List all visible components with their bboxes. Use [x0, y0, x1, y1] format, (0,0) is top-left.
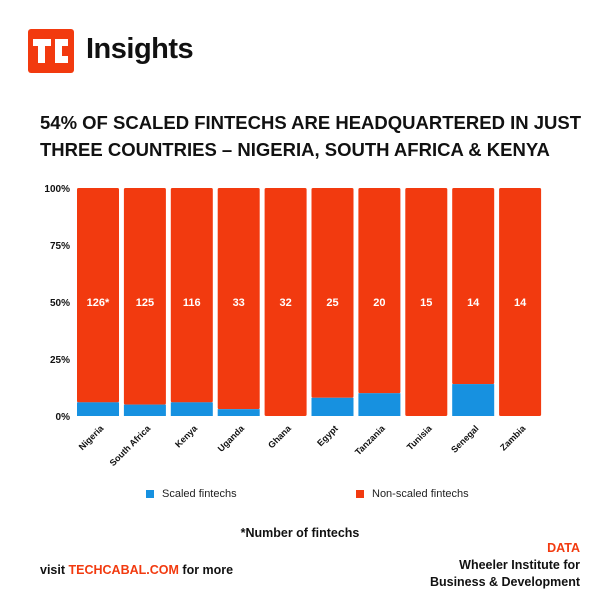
bar-non-scaled [217, 188, 260, 410]
x-tick-label: Egypt [315, 423, 340, 448]
x-tick-label: Uganda [216, 423, 247, 454]
x-tick-label: Senegal [449, 423, 480, 454]
bar-data-label: 14 [514, 297, 527, 309]
x-tick-label: Nigeria [77, 423, 106, 452]
chart-title-line-1: 54% of scaled fintechs are headquartered… [40, 112, 582, 133]
bar-data-label: 126* [87, 297, 110, 309]
y-tick-label: 75% [50, 241, 70, 252]
y-tick-label: 25% [50, 355, 70, 366]
chart-title: 54% of scaled fintechs are headquartered… [40, 109, 582, 163]
legend-non-scaled: Non-scaled fintechs [356, 488, 469, 500]
y-tick-label: 100% [44, 184, 70, 195]
bar-scaled [217, 409, 260, 416]
bar-scaled [358, 393, 401, 416]
bar-scaled [452, 384, 495, 416]
y-tick-label: 0% [56, 412, 71, 423]
bar-non-scaled [499, 188, 542, 416]
chart-title-line-2: three countries – Nigeria, South Africa … [40, 139, 550, 160]
bar-scaled [123, 404, 166, 416]
x-tick-label: South Africa [108, 423, 153, 468]
bar-data-label: 32 [279, 297, 291, 309]
bar-data-label: 116 [183, 297, 201, 309]
bar-non-scaled [264, 188, 307, 416]
visit-suffix: for more [182, 563, 234, 577]
bar-non-scaled [358, 188, 401, 394]
bar-data-label: 20 [373, 297, 385, 309]
legend-swatch-scaled [146, 490, 154, 498]
bar-scaled [311, 397, 354, 416]
x-tick-label: Tanzania [353, 423, 388, 458]
brand-logo [28, 29, 74, 73]
tc-logo-icon [33, 39, 68, 63]
y-tick-label: 50% [50, 298, 70, 309]
footnote: *Number of fintechs [240, 526, 360, 540]
source-line-2: Business & Development [429, 575, 580, 589]
legend-label-scaled: Scaled fintechs [162, 488, 237, 500]
source-line-1: Wheeler Institute for [459, 558, 580, 572]
stacked-bar-chart: 0% 25% 50% 75% 100% 126* Nigeria 125 South Afric… [44, 184, 542, 468]
bar-data-label: 15 [420, 297, 432, 309]
source-label: DATA [547, 541, 580, 555]
x-tick-label: Kenya [173, 423, 200, 450]
bar-non-scaled [170, 188, 213, 403]
bar-non-scaled [405, 188, 448, 416]
visit-prefix: visit [40, 563, 66, 577]
bar-data-label: 14 [467, 297, 480, 309]
legend-scaled: Scaled fintechs [146, 488, 237, 500]
website-link[interactable]: TECHCABAL.COM [68, 563, 179, 577]
bar-data-label: 33 [233, 297, 245, 309]
bar-data-label: 125 [136, 297, 154, 309]
bar-scaled [170, 402, 213, 416]
x-tick-label: Ghana [266, 423, 294, 451]
legend-label-non-scaled: Non-scaled fintechs [372, 488, 469, 500]
bar-non-scaled [77, 188, 119, 403]
brand-name: Insights [86, 33, 194, 65]
visit-line: visit TECHCABAL.COM for more [40, 563, 233, 577]
legend-swatch-non-scaled [356, 490, 364, 498]
bar-non-scaled [452, 188, 495, 385]
x-tick-label: Zambia [498, 423, 528, 453]
data-source: DATA Wheeler Institute for Business & De… [430, 540, 580, 591]
x-tick-label: Tunisia [405, 423, 435, 453]
bar-non-scaled [123, 188, 166, 405]
bar-non-scaled [311, 188, 354, 398]
bar-scaled [77, 402, 119, 416]
bar-data-label: 25 [326, 297, 338, 309]
